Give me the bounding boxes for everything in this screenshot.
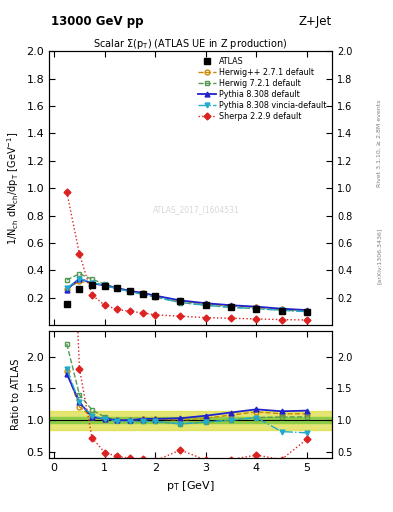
Text: Z+Jet: Z+Jet bbox=[299, 15, 332, 28]
Y-axis label: 1/N$_{\mathrm{ch}}$ dN$_{\mathrm{ch}}$/dp$_{\mathrm{T}}$ [GeV$^{-1}$]: 1/N$_{\mathrm{ch}}$ dN$_{\mathrm{ch}}$/d… bbox=[5, 132, 21, 245]
Y-axis label: Ratio to ATLAS: Ratio to ATLAS bbox=[11, 359, 21, 431]
Legend: ATLAS, Herwig++ 2.7.1 default, Herwig 7.2.1 default, Pythia 8.308 default, Pythi: ATLAS, Herwig++ 2.7.1 default, Herwig 7.… bbox=[196, 55, 328, 122]
Text: [arXiv:1306.3436]: [arXiv:1306.3436] bbox=[377, 228, 382, 284]
Bar bbox=[49, 411, 332, 430]
Text: 13000 GeV pp: 13000 GeV pp bbox=[51, 15, 143, 28]
X-axis label: p$_{\mathrm{T}}$ [GeV]: p$_{\mathrm{T}}$ [GeV] bbox=[166, 479, 215, 493]
Text: ATLAS_2017_I1604531: ATLAS_2017_I1604531 bbox=[153, 206, 240, 215]
Text: Rivet 3.1.10, ≥ 2.8M events: Rivet 3.1.10, ≥ 2.8M events bbox=[377, 100, 382, 187]
Title: Scalar $\Sigma$(p$_{\mathrm{T}}$) (ATLAS UE in Z production): Scalar $\Sigma$(p$_{\mathrm{T}}$) (ATLAS… bbox=[94, 37, 288, 51]
Bar bbox=[49, 417, 332, 423]
